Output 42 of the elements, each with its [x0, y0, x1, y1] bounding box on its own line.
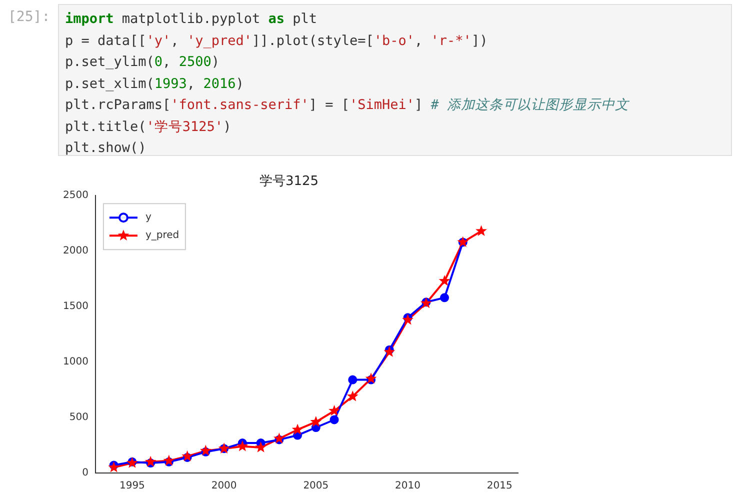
y-tick-label: 2500 [62, 190, 88, 202]
y-tick-label: 1500 [62, 301, 88, 312]
point [402, 314, 414, 325]
point [255, 441, 266, 452]
point [310, 416, 322, 427]
y-tick-label: 0 [82, 468, 88, 479]
point [348, 375, 358, 384]
y-tick-label: 1000 [62, 356, 88, 368]
point [292, 424, 304, 435]
point [236, 440, 248, 452]
point [182, 450, 194, 462]
x-tick-label: 2005 [303, 480, 329, 492]
point [273, 432, 285, 444]
point [365, 372, 377, 384]
text: p = data[['y', 'y_pred']].plot(style=['b-o', 'r-*']) [65, 32, 488, 48]
chart-title: 学号3125 [259, 174, 319, 190]
text: plt.title('学号3125') [65, 118, 232, 136]
point [328, 404, 340, 416]
point [144, 456, 156, 467]
x-tick-label: 2010 [395, 480, 420, 492]
point [440, 293, 450, 302]
point [476, 225, 487, 236]
text: [25]: [8, 9, 50, 25]
point [384, 346, 396, 357]
text: p.set_ylim(0, 2500) [65, 53, 220, 72]
legend-label: y [145, 212, 152, 224]
point [163, 454, 175, 466]
text: import matplotlib.pyplot as plt [65, 10, 318, 29]
text: plt.show() [65, 139, 148, 158]
y-tick-label: 500 [69, 412, 88, 424]
point [330, 415, 339, 424]
x-tick-label: 2015 [486, 480, 512, 492]
text: p.set_xlim(1993, 2016) [65, 74, 245, 94]
point [200, 444, 212, 456]
y-tick-label: 2000 [62, 246, 88, 257]
x-tick-label: 2000 [211, 480, 237, 492]
text: plt.rcParams['font.sans-serif'] = ['SimHei'] # 添加这条可以让图形显示中文 [65, 96, 630, 115]
point [438, 275, 450, 286]
legend-label: y_pred [145, 230, 180, 242]
point [346, 390, 358, 402]
point [108, 461, 120, 472]
x-tick-label: 1995 [119, 480, 145, 492]
